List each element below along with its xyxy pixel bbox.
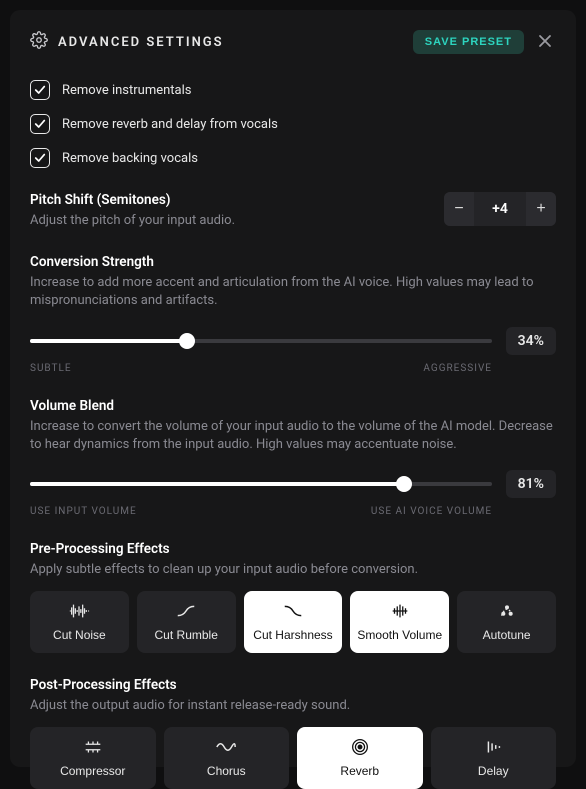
volume-title: Volume Blend — [30, 398, 556, 414]
effect-autotune[interactable]: Autotune — [457, 591, 556, 653]
pitch-stepper: − +4 + — [444, 192, 556, 226]
close-icon — [538, 32, 552, 53]
volume-slider-thumb[interactable] — [396, 476, 412, 492]
volume-blend-section: Volume Blend Increase to convert the vol… — [30, 398, 556, 517]
effect-label: Smooth Volume — [357, 628, 442, 642]
panel-title: ADVANCED SETTINGS — [58, 35, 403, 50]
gear-icon — [30, 31, 48, 53]
pitch-value: +4 — [474, 201, 526, 217]
effect-label: Compressor — [60, 764, 125, 778]
effect-label: Chorus — [207, 764, 246, 778]
checkbox-label: Remove backing vocals — [62, 151, 198, 166]
effect-cut-noise[interactable]: Cut Noise — [30, 591, 129, 653]
strength-label-left: SUBTLE — [30, 363, 72, 374]
effect-label: Cut Noise — [53, 628, 106, 642]
volume-desc: Increase to convert the volume of your i… — [30, 418, 556, 454]
harshness-icon — [282, 602, 304, 620]
pre-effects-desc: Apply subtle effects to clean up your in… — [30, 561, 556, 579]
effect-compressor[interactable]: Compressor — [30, 727, 156, 789]
effect-chorus[interactable]: Chorus — [164, 727, 290, 789]
effect-label: Delay — [478, 764, 509, 778]
strength-slider[interactable] — [30, 339, 492, 343]
post-processing-section: Post-Processing Effects Adjust the outpu… — [30, 677, 556, 789]
pitch-title: Pitch Shift (Semitones) — [30, 192, 424, 208]
compressor-icon — [82, 738, 104, 756]
post-effects-grid: Compressor Chorus Reverb Delay — [30, 727, 556, 789]
strength-slider-fill — [30, 339, 187, 343]
advanced-settings-panel: ADVANCED SETTINGS SAVE PRESET Remove ins… — [10, 10, 576, 767]
volume-value: 81% — [506, 470, 556, 498]
close-button[interactable] — [534, 31, 556, 53]
autotune-icon — [496, 602, 518, 620]
pre-processing-section: Pre-Processing Effects Apply subtle effe… — [30, 541, 556, 653]
volume-slider-fill — [30, 482, 404, 486]
strength-label-right: AGGRESSIVE — [423, 363, 492, 374]
volume-label-right: USE AI VOICE VOLUME — [371, 506, 492, 517]
effect-smooth-volume[interactable]: Smooth Volume — [350, 591, 449, 653]
reverb-icon — [349, 738, 371, 756]
panel-header: ADVANCED SETTINGS SAVE PRESET — [30, 30, 556, 54]
pre-effects-grid: Cut Noise Cut Rumble Cut Harshness Smoot… — [30, 591, 556, 653]
post-effects-title: Post-Processing Effects — [30, 677, 556, 693]
save-preset-button[interactable]: SAVE PRESET — [413, 30, 524, 54]
effect-label: Cut Rumble — [155, 628, 218, 642]
pitch-shift-section: Pitch Shift (Semitones) Adjust the pitch… — [30, 192, 556, 230]
pre-effects-title: Pre-Processing Effects — [30, 541, 556, 557]
checkbox-group: Remove instrumentals Remove reverb and d… — [30, 80, 556, 168]
checkbox-icon — [30, 148, 50, 168]
pitch-decrement-button[interactable]: − — [444, 192, 474, 226]
checkbox-remove-instrumentals[interactable]: Remove instrumentals — [30, 80, 556, 100]
checkbox-remove-reverb[interactable]: Remove reverb and delay from vocals — [30, 114, 556, 134]
conversion-strength-section: Conversion Strength Increase to add more… — [30, 254, 556, 373]
volume-slider[interactable] — [30, 482, 492, 486]
effect-cut-harshness[interactable]: Cut Harshness — [244, 591, 343, 653]
post-effects-desc: Adjust the output audio for instant rele… — [30, 697, 556, 715]
effect-label: Cut Harshness — [253, 628, 332, 642]
rumble-icon — [175, 602, 197, 620]
strength-value: 34% — [506, 327, 556, 355]
effect-label: Autotune — [483, 628, 531, 642]
strength-desc: Increase to add more accent and articula… — [30, 274, 556, 310]
delay-icon — [482, 738, 504, 756]
checkbox-icon — [30, 114, 50, 134]
effect-label: Reverb — [340, 764, 379, 778]
effect-delay[interactable]: Delay — [431, 727, 557, 789]
chorus-icon — [215, 738, 237, 756]
checkbox-label: Remove reverb and delay from vocals — [62, 117, 278, 132]
effect-cut-rumble[interactable]: Cut Rumble — [137, 591, 236, 653]
pitch-increment-button[interactable]: + — [526, 192, 556, 226]
strength-title: Conversion Strength — [30, 254, 556, 270]
effect-reverb[interactable]: Reverb — [297, 727, 423, 789]
strength-slider-thumb[interactable] — [179, 333, 195, 349]
pitch-desc: Adjust the pitch of your input audio. — [30, 212, 424, 230]
checkbox-icon — [30, 80, 50, 100]
noise-icon — [68, 602, 90, 620]
volume-label-left: USE INPUT VOLUME — [30, 506, 137, 517]
smooth-volume-icon — [389, 602, 411, 620]
checkbox-remove-backing[interactable]: Remove backing vocals — [30, 148, 556, 168]
checkbox-label: Remove instrumentals — [62, 83, 192, 98]
